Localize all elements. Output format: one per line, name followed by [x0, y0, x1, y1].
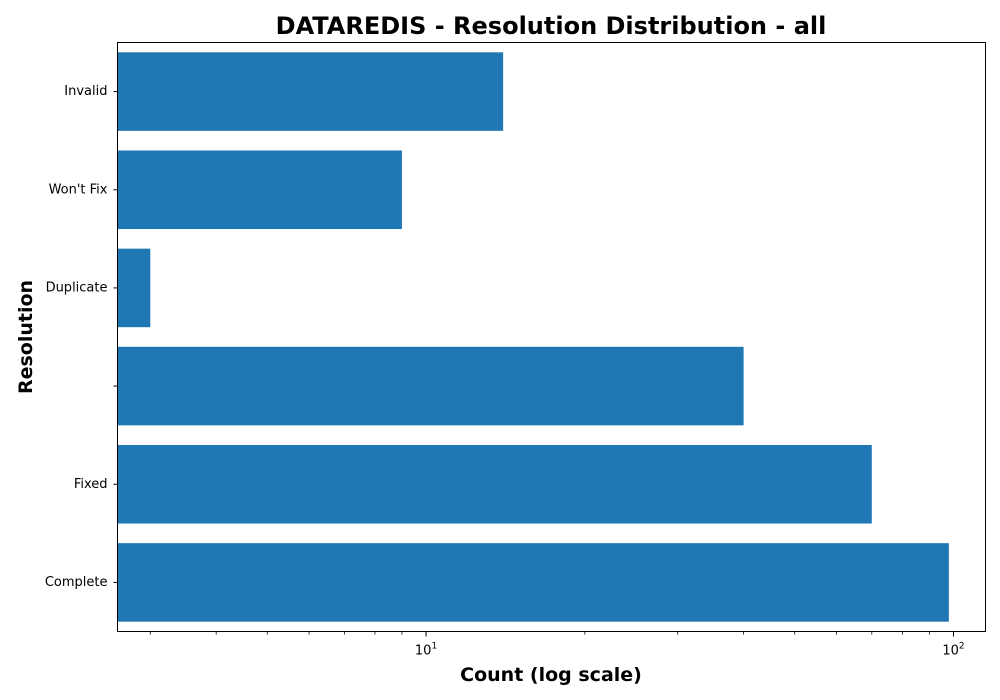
x-axis-label: Count (log scale): [460, 664, 642, 686]
y-axis: Complete Fixed Duplicate Won't Fix Invalid: [45, 84, 118, 590]
y-tick-label-duplicate: Duplicate: [46, 280, 108, 295]
bar-unlabeled: [117, 346, 744, 426]
y-tick-label-fixed: Fixed: [74, 477, 108, 492]
chart-title: DATAREDIS - Resolution Distribution - al…: [276, 12, 827, 40]
bar-duplicate: [117, 248, 151, 328]
bar-fixed: [117, 444, 872, 524]
plot-frame: [117, 42, 986, 632]
bar-won-t-fix: [117, 150, 402, 230]
x-tick-label-10: 101: [415, 642, 437, 659]
y-axis-label: Resolution: [15, 280, 37, 394]
y-tick-label-invalid: Invalid: [64, 84, 107, 99]
bar-complete: [117, 543, 949, 622]
x-tick-label-100: 102: [942, 642, 964, 659]
y-tick-label-complete: Complete: [45, 575, 108, 590]
bars-group: [117, 52, 949, 622]
bar-invalid: [117, 52, 504, 131]
x-axis: 101 102: [149, 631, 965, 659]
y-tick-label-won-t-fix: Won't Fix: [49, 182, 108, 197]
